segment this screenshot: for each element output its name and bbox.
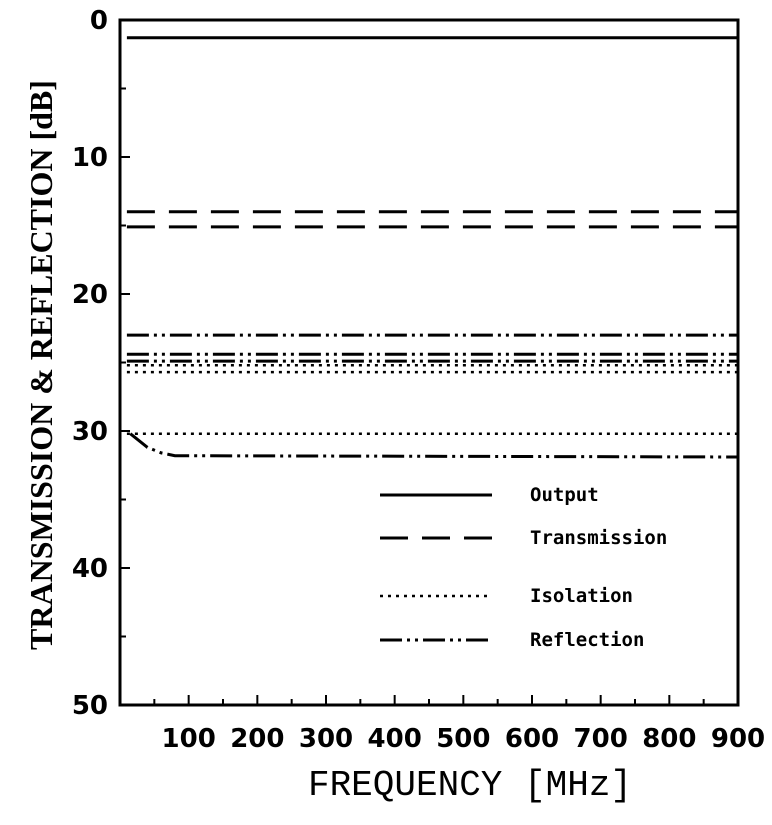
x-tick-label: 700: [574, 724, 628, 754]
legend-label-transmission: Transmission: [530, 527, 667, 549]
x-tick-label: 100: [162, 724, 216, 754]
plot-layer: 0 10 20 30 40 50 100 200 300 400 500 600 700 800 900: [72, 6, 765, 754]
y-tick-label: 50: [72, 691, 108, 721]
y-tick-label: 30: [72, 417, 108, 447]
y-tick-label: 20: [72, 280, 108, 310]
legend-label-isolation: Isolation: [530, 585, 633, 607]
y-tick-label: 10: [72, 143, 108, 173]
legend-label-output: Output: [530, 484, 599, 506]
y-tick-label: 0: [90, 6, 108, 36]
x-tick-label: 500: [436, 724, 490, 754]
x-tick-label: 900: [711, 724, 765, 754]
legend-label-reflection: Reflection: [530, 629, 644, 651]
y-axis-title: TRANSMISSION & REFLECTION [dB]: [23, 80, 59, 650]
legend: Output Transmission Isolation Reflection: [380, 484, 667, 651]
series-line-reflection-9: [129, 432, 739, 459]
x-tick-label: 200: [230, 724, 284, 754]
x-tick-label: 300: [299, 724, 353, 754]
x-tick-label: 400: [368, 724, 422, 754]
x-axis-title: FREQUENCY [MHz]: [308, 765, 632, 806]
x-tick-label: 800: [642, 724, 696, 754]
x-tick-label: 600: [505, 724, 559, 754]
y-tick-label: 40: [72, 554, 108, 584]
